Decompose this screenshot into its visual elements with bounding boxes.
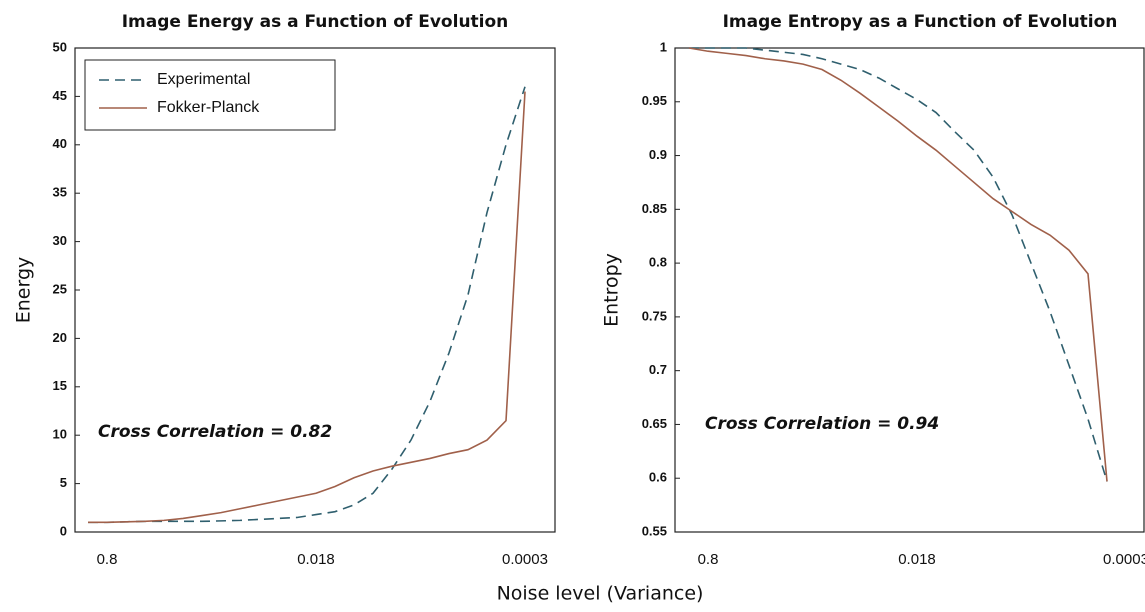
y-tick-label: 45 xyxy=(53,88,67,103)
legend-label: Fokker-Planck xyxy=(157,99,260,116)
chart-title: Image Energy as a Function of Evolution xyxy=(122,12,509,32)
y-tick-label: 0.95 xyxy=(642,93,667,108)
annotation: Cross Correlation = 0.94 xyxy=(705,414,939,434)
x-tick-label: 0.0003 xyxy=(1103,551,1145,568)
chart-title: Image Entropy as a Function of Evolution xyxy=(723,12,1118,32)
y-tick-label: 0.9 xyxy=(649,147,667,162)
x-axis-label: Noise level (Variance) xyxy=(497,583,704,605)
x-tick-label: 0.8 xyxy=(698,551,719,568)
y-tick-label: 0.7 xyxy=(649,362,667,377)
y-tick-label: 40 xyxy=(53,136,67,151)
y-tick-label: 15 xyxy=(53,378,67,393)
y-axis-label: Energy xyxy=(13,257,35,324)
y-tick-label: 0.85 xyxy=(642,201,667,216)
series-line xyxy=(688,47,1108,482)
y-axis-label: Entropy xyxy=(601,253,623,327)
series-line xyxy=(88,91,526,524)
y-tick-label: 20 xyxy=(53,330,67,345)
series-line xyxy=(689,47,1108,482)
x-tick-label: 0.8 xyxy=(97,551,118,568)
y-tick-label: 0.55 xyxy=(642,523,667,538)
y-tick-label: 35 xyxy=(53,185,67,200)
y-tick-label: 0.65 xyxy=(642,416,667,431)
y-tick-label: 0.6 xyxy=(649,470,667,485)
plot-area xyxy=(674,47,1145,533)
y-tick-label: 1 xyxy=(660,39,667,54)
x-tick-label: 0.0003 xyxy=(502,551,548,568)
y-tick-label: 5 xyxy=(60,475,67,490)
y-tick-label: 0.8 xyxy=(649,255,667,270)
legend-box xyxy=(84,59,336,131)
y-tick-label: 0 xyxy=(60,523,67,538)
x-tick-label: 0.018 xyxy=(898,551,936,568)
y-tick-label: 0.75 xyxy=(642,308,667,323)
x-tick-label: 0.018 xyxy=(297,551,335,568)
series-line xyxy=(88,86,526,524)
y-tick-label: 50 xyxy=(53,39,67,54)
y-tick-label: 30 xyxy=(53,233,67,248)
legend-label: Experimental xyxy=(157,71,250,88)
y-tick-label: 25 xyxy=(53,281,67,296)
y-tick-label: 10 xyxy=(53,427,67,442)
annotation: Cross Correlation = 0.82 xyxy=(98,422,332,442)
